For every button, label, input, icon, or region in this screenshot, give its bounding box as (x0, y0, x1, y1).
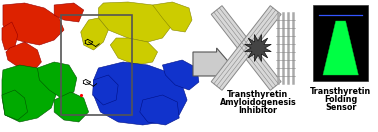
Polygon shape (37, 62, 77, 98)
Text: Amyloidogenesis: Amyloidogenesis (220, 98, 296, 107)
Polygon shape (2, 90, 28, 120)
Polygon shape (93, 62, 187, 125)
Bar (313, 5, 368, 81)
Polygon shape (54, 3, 84, 22)
Text: Inhibitor: Inhibitor (239, 106, 277, 115)
Polygon shape (211, 6, 281, 90)
FancyArrow shape (193, 48, 231, 80)
Polygon shape (245, 34, 271, 62)
Polygon shape (163, 60, 199, 90)
Polygon shape (81, 18, 108, 50)
Polygon shape (153, 2, 192, 32)
Text: Sensor: Sensor (325, 103, 356, 112)
Polygon shape (3, 3, 64, 45)
Text: Folding: Folding (324, 95, 357, 104)
Polygon shape (54, 92, 88, 122)
Text: Transthyretin: Transthyretin (227, 90, 288, 99)
Polygon shape (93, 75, 118, 105)
Polygon shape (6, 42, 41, 70)
Bar (61, 15, 132, 115)
Polygon shape (2, 22, 18, 50)
Polygon shape (323, 21, 358, 75)
Polygon shape (211, 6, 281, 90)
Polygon shape (140, 95, 179, 125)
Text: Transthyretin: Transthyretin (310, 87, 371, 96)
Polygon shape (2, 65, 57, 122)
Polygon shape (110, 38, 158, 65)
Polygon shape (98, 2, 172, 42)
